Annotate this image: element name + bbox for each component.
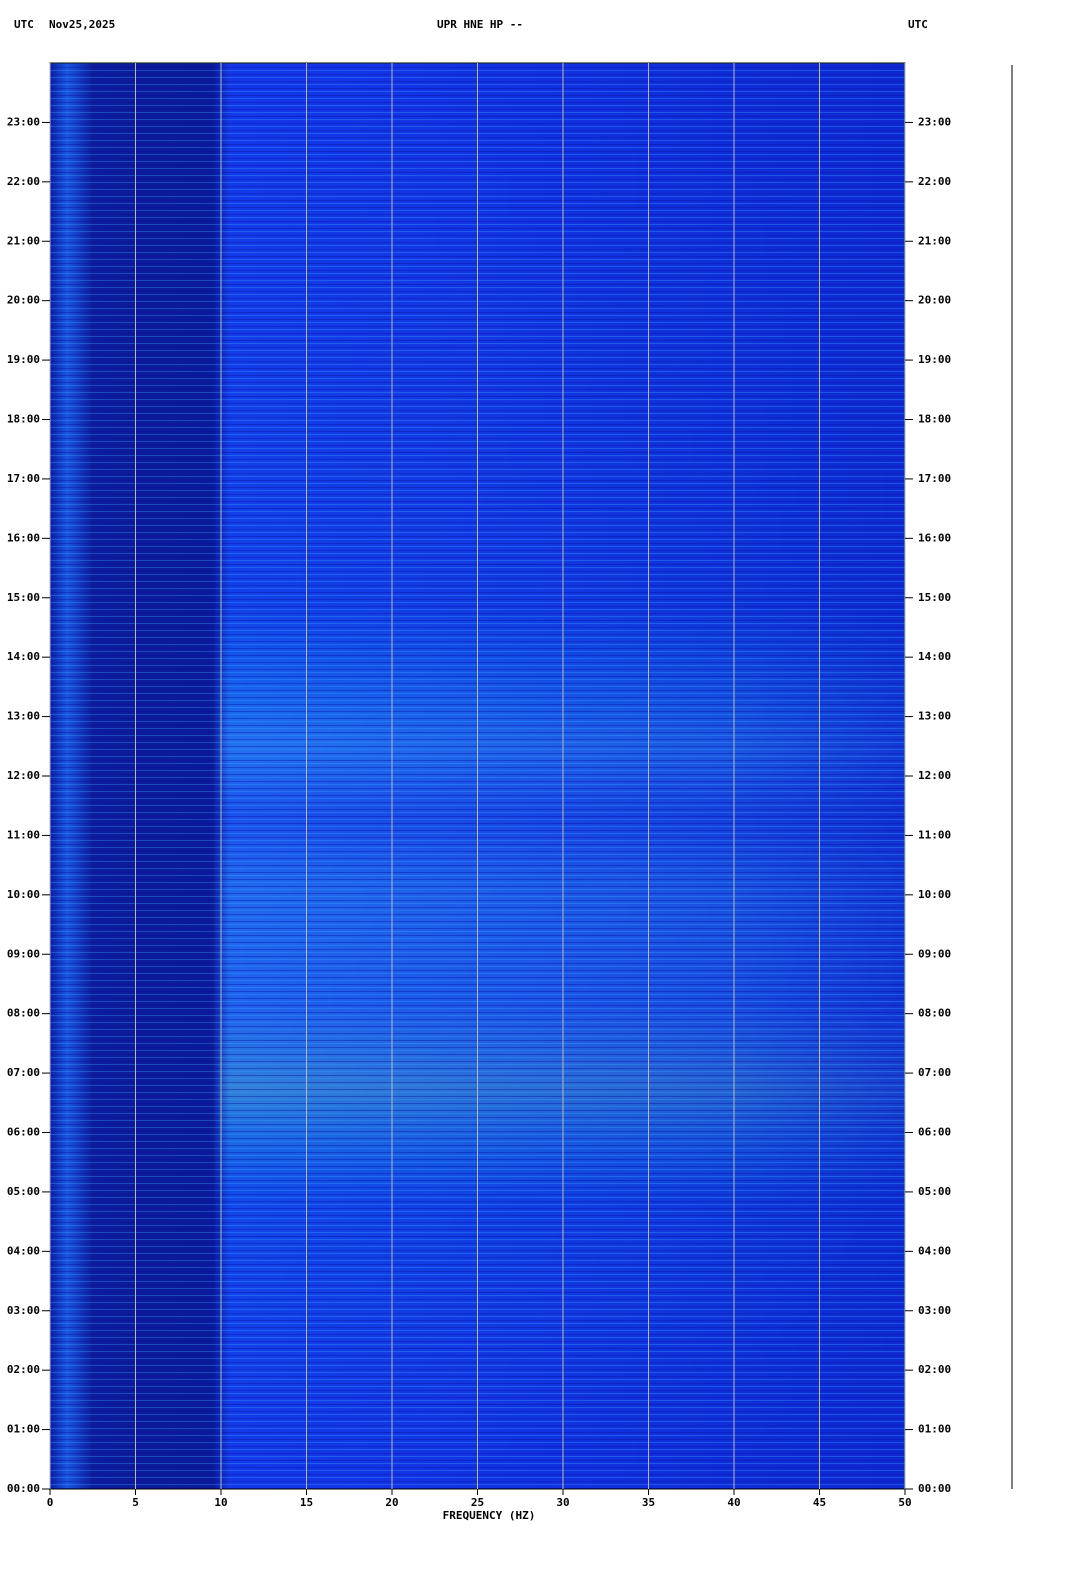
- x-tick-label: 25: [471, 1496, 484, 1509]
- y-tick-label: 00:00: [918, 1482, 951, 1495]
- y-tick-label: 14:00: [7, 650, 40, 663]
- y-tick-label: 15:00: [7, 591, 40, 604]
- y-tick-label: 21:00: [918, 234, 951, 247]
- y-tick-label: 08:00: [918, 1007, 951, 1020]
- y-tick-label: 09:00: [918, 947, 951, 960]
- y-tick-label: 10:00: [7, 888, 40, 901]
- y-tick-label: 11:00: [918, 828, 951, 841]
- x-tick-label: 20: [385, 1496, 398, 1509]
- x-tick-label: 50: [898, 1496, 911, 1509]
- y-tick-label: 20:00: [918, 294, 951, 307]
- y-tick-label: 23:00: [7, 115, 40, 128]
- timezone-right: UTC: [908, 18, 928, 31]
- y-tick-label: 19:00: [7, 353, 40, 366]
- y-tick-label: 04:00: [7, 1244, 40, 1257]
- y-tick-label: 17:00: [7, 472, 40, 485]
- y-tick-label: 16:00: [918, 531, 951, 544]
- x-tick-label: 40: [727, 1496, 740, 1509]
- y-tick-label: 03:00: [918, 1304, 951, 1317]
- y-tick-label: 12:00: [7, 769, 40, 782]
- y-tick-label: 13:00: [7, 710, 40, 723]
- y-tick-label: 18:00: [918, 413, 951, 426]
- y-tick-label: 20:00: [7, 294, 40, 307]
- y-tick-label: 06:00: [7, 1126, 40, 1139]
- y-tick-label: 15:00: [918, 591, 951, 604]
- y-tick-label: 12:00: [918, 769, 951, 782]
- x-tick-label: 30: [556, 1496, 569, 1509]
- y-tick-label: 00:00: [7, 1482, 40, 1495]
- x-tick-label: 35: [642, 1496, 655, 1509]
- x-tick-label: 5: [132, 1496, 139, 1509]
- x-tick-label: 0: [47, 1496, 54, 1509]
- y-tick-label: 07:00: [7, 1066, 40, 1079]
- y-tick-label: 13:00: [918, 710, 951, 723]
- y-tick-label: 02:00: [7, 1363, 40, 1376]
- x-tick-label: 10: [214, 1496, 227, 1509]
- y-tick-label: 05:00: [918, 1185, 951, 1198]
- y-tick-label: 10:00: [918, 888, 951, 901]
- date: Nov25,2025: [49, 18, 115, 31]
- y-tick-label: 02:00: [918, 1363, 951, 1376]
- y-tick-label: 22:00: [7, 175, 40, 188]
- y-tick-label: 04:00: [918, 1244, 951, 1257]
- y-tick-label: 11:00: [7, 828, 40, 841]
- y-tick-label: 08:00: [7, 1007, 40, 1020]
- y-tick-label: 17:00: [918, 472, 951, 485]
- y-tick-label: 14:00: [918, 650, 951, 663]
- y-tick-label: 07:00: [918, 1066, 951, 1079]
- y-tick-label: 22:00: [918, 175, 951, 188]
- chart-title: UPR HNE HP --: [437, 18, 523, 31]
- y-tick-label: 03:00: [7, 1304, 40, 1317]
- timezone-left: UTC: [14, 18, 34, 31]
- y-tick-label: 05:00: [7, 1185, 40, 1198]
- y-tick-label: 01:00: [918, 1423, 951, 1436]
- y-tick-label: 06:00: [918, 1126, 951, 1139]
- y-tick-label: 01:00: [7, 1423, 40, 1436]
- y-tick-label: 19:00: [918, 353, 951, 366]
- x-axis-label: FREQUENCY (HZ): [443, 1509, 536, 1522]
- y-tick-label: 23:00: [918, 115, 951, 128]
- y-tick-label: 18:00: [7, 413, 40, 426]
- y-tick-label: 16:00: [7, 531, 40, 544]
- y-tick-label: 09:00: [7, 947, 40, 960]
- x-tick-label: 15: [300, 1496, 313, 1509]
- y-tick-label: 21:00: [7, 234, 40, 247]
- x-tick-label: 45: [813, 1496, 826, 1509]
